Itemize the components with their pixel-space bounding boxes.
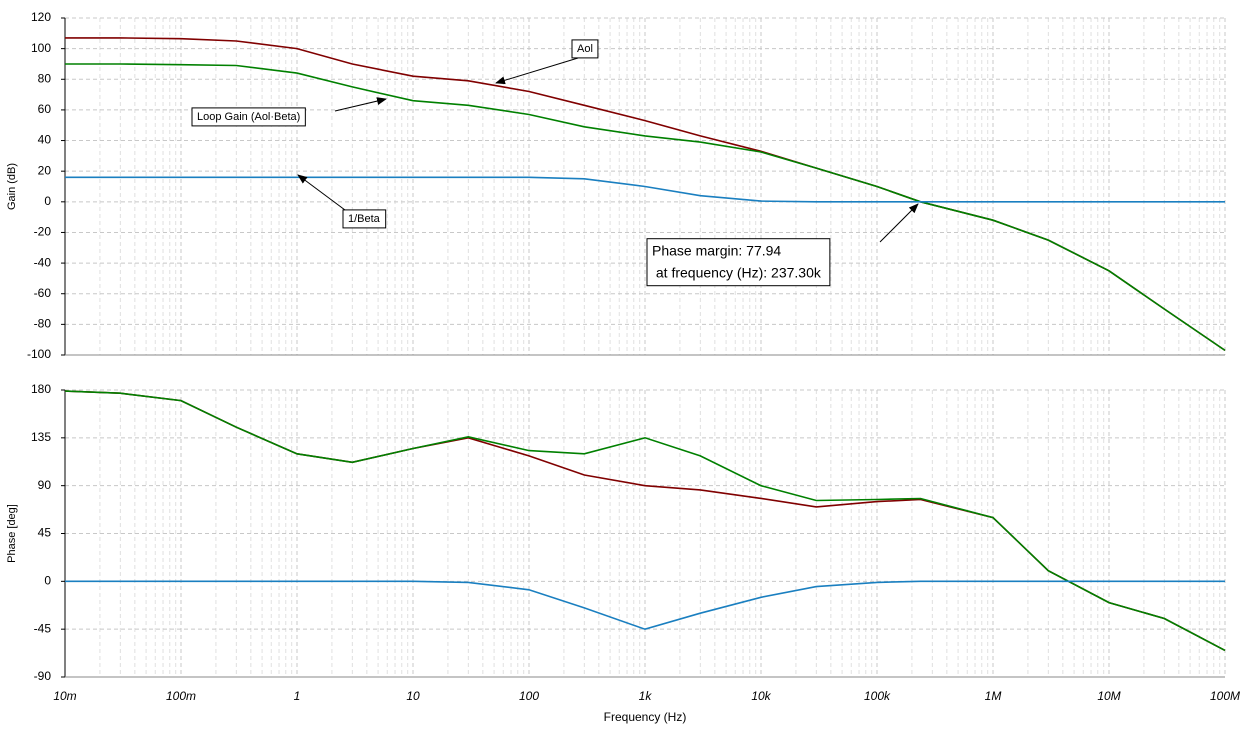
x-tick-label: 100k <box>864 689 891 703</box>
arrow <box>297 174 346 211</box>
y-tick-label: 20 <box>38 163 52 177</box>
x-tick-label: 1M <box>985 689 1002 703</box>
x-tick-label: 100M <box>1210 689 1240 703</box>
series-line <box>65 580 1225 631</box>
series-label: Loop Gain (Aol·Beta) <box>197 111 300 123</box>
y-tick-label: -45 <box>34 621 52 635</box>
arrow <box>879 203 919 243</box>
y-tick-label: -20 <box>34 225 52 239</box>
y-tick-label: -60 <box>34 286 52 300</box>
y-tick-label: 135 <box>31 430 51 444</box>
x-tick-label: 10m <box>53 689 76 703</box>
arrow <box>495 57 579 85</box>
series-line <box>65 63 1226 352</box>
y-tick-label: 80 <box>38 71 52 85</box>
y-tick-label: 45 <box>38 526 52 540</box>
y-tick-label: 120 <box>31 10 51 24</box>
y-tick-label: 100 <box>31 41 51 55</box>
y-tick-label: 0 <box>44 194 51 208</box>
annotation-box <box>646 238 831 287</box>
series-label: 1/Beta <box>348 213 381 225</box>
series-line <box>65 176 1225 203</box>
series-line <box>64 390 1226 652</box>
x-tick-label: 10k <box>751 689 771 703</box>
annotation-box <box>342 209 387 229</box>
x-axis-title: Frequency (Hz) <box>604 710 687 724</box>
x-tick-label: 10M <box>1097 689 1120 703</box>
y-tick-label: -80 <box>34 317 52 331</box>
y-tick-label: 180 <box>31 382 51 396</box>
x-tick-label: 100m <box>166 689 196 703</box>
y-tick-label: 0 <box>44 574 51 588</box>
y-tick-label: -90 <box>34 669 52 683</box>
y-tick-label: -100 <box>27 347 51 361</box>
y-tick-label: 40 <box>38 133 52 147</box>
annotation-box <box>571 39 599 59</box>
y-axis-title: Gain (dB) <box>6 163 18 210</box>
annotation: at frequency (Hz): 237.30k <box>652 265 822 281</box>
arrow <box>334 97 387 112</box>
y-tick-label: -40 <box>34 255 52 269</box>
series-line <box>64 390 1226 652</box>
y-axis-title: Phase [deg] <box>6 504 18 563</box>
series-label: Aol <box>577 43 593 55</box>
x-tick-label: 1 <box>294 689 301 703</box>
y-tick-label: 60 <box>38 102 52 116</box>
x-tick-label: 100 <box>519 689 539 703</box>
annotation: Phase margin: 77.94 <box>652 243 781 259</box>
annotation-box <box>191 107 306 127</box>
x-tick-label: 10 <box>406 689 420 703</box>
y-tick-label: 90 <box>38 478 52 492</box>
x-tick-label: 1k <box>639 689 653 703</box>
